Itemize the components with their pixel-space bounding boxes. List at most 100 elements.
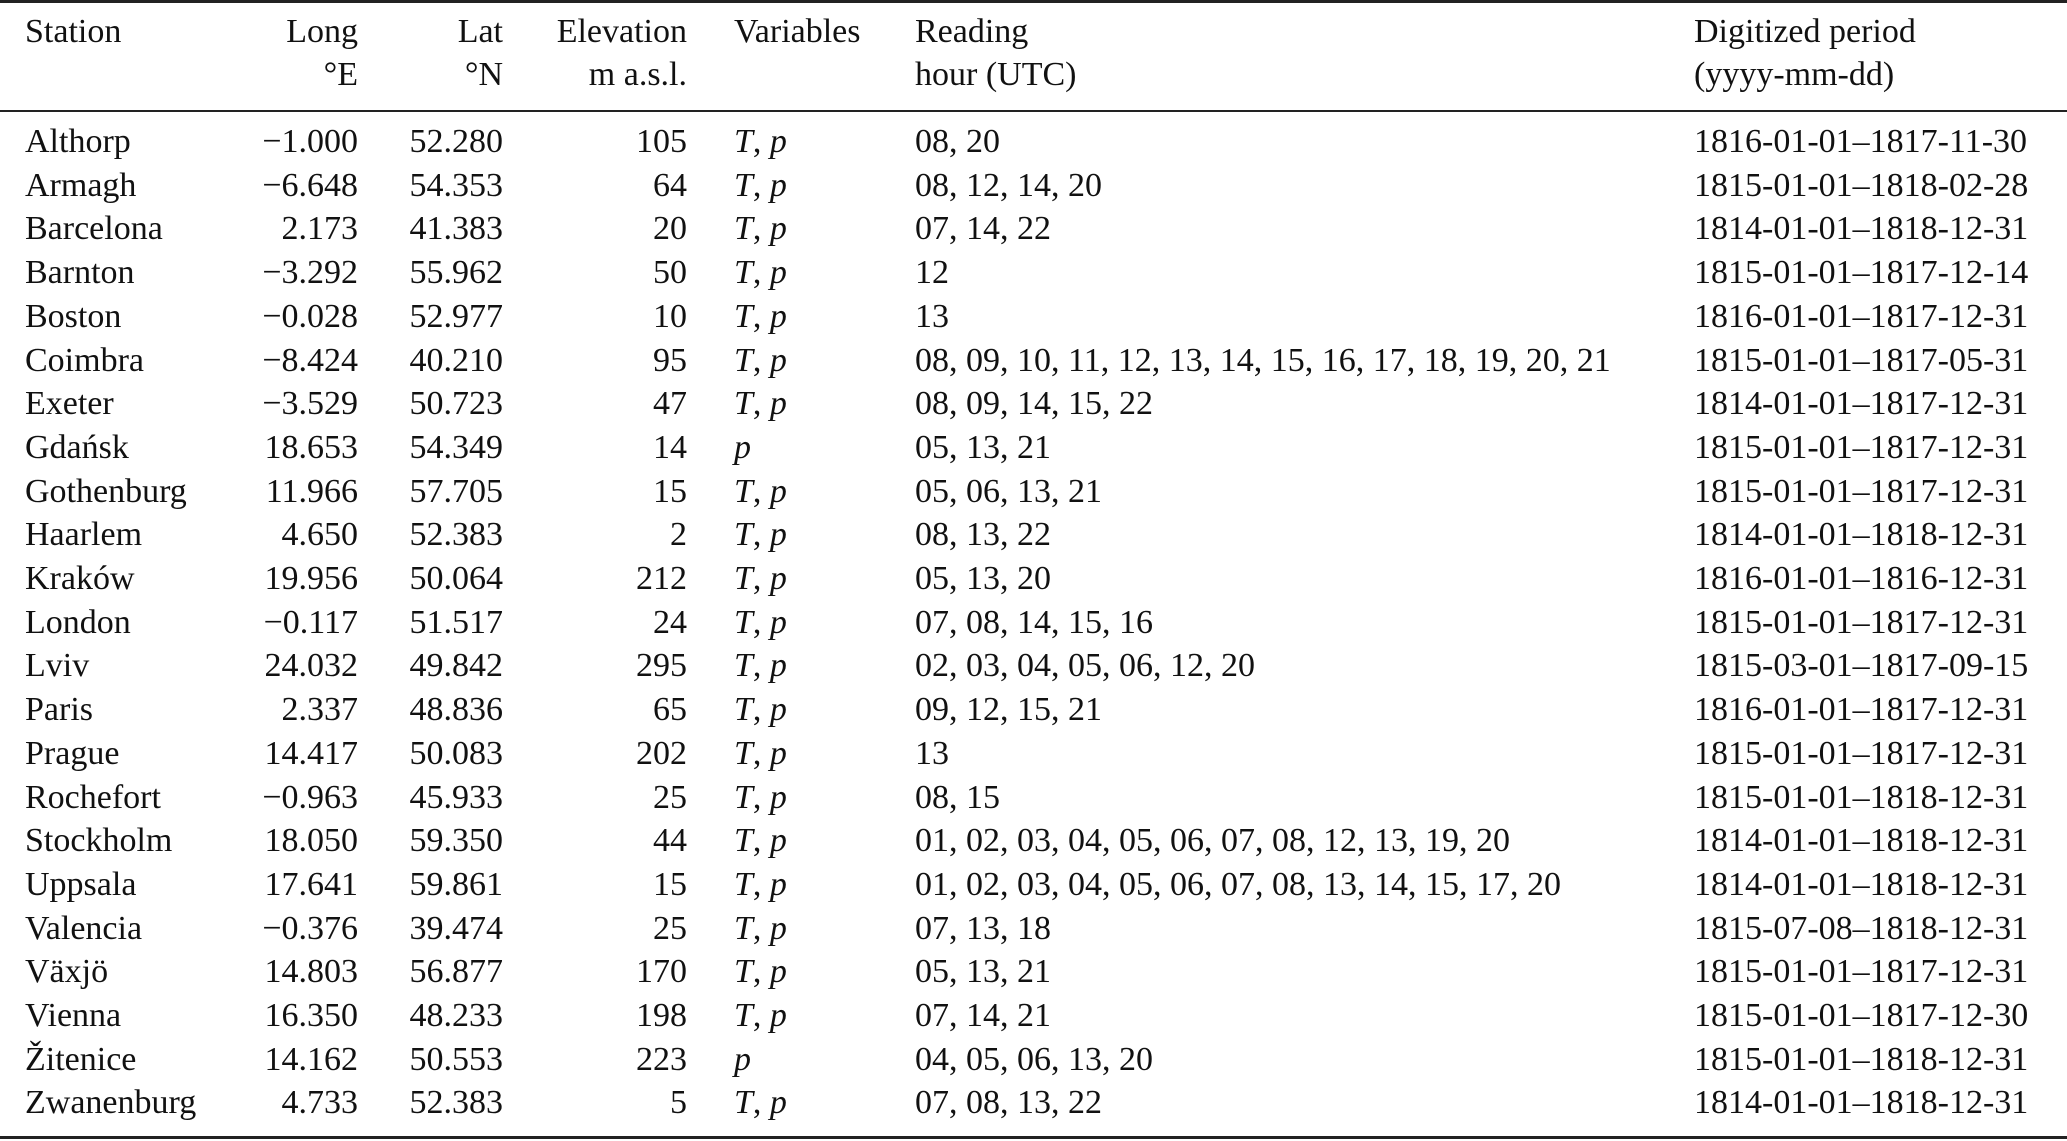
- variable-symbol: p: [769, 385, 787, 423]
- cell-period: 1815-01-01–1817-12-14: [1694, 254, 2029, 292]
- cell-reading: 05, 13, 21: [915, 953, 1051, 991]
- variable-symbol: T: [734, 341, 753, 379]
- cell-reading: 13: [915, 734, 949, 772]
- cell-station: London: [25, 603, 131, 641]
- cell-lat: 39.474: [409, 909, 504, 947]
- cell-reading: 07, 14, 21: [915, 997, 1051, 1034]
- table-row: Gdańsk 18.653 54.349 14 05, 13, 21 1815-01-01…: [0, 428, 2067, 472]
- table-row: Barcelona 2.173 41.383 20 07, 14, 22 1814-01-…: [0, 209, 2067, 253]
- cell-lat: 52.383: [409, 516, 504, 554]
- table-row: Armagh −6.648 54.353 64 08, 12, 14, 20 1815-0…: [0, 166, 2067, 210]
- cell-long: 4.650: [281, 516, 359, 554]
- cell-period: 1815-01-01–1817-12-31: [1694, 603, 2029, 641]
- cell-reading: 08, 09, 10, 11, 12, 13, 14, 15, 16, 17, …: [915, 341, 1611, 379]
- cell-long: −1.000: [262, 123, 358, 160]
- cell-long: 4.733: [281, 1084, 359, 1122]
- cell-long: −3.529: [262, 385, 358, 423]
- cell-station: Vienna: [25, 997, 122, 1034]
- variable-symbol: T: [734, 778, 753, 816]
- cell-lat: 45.933: [409, 778, 504, 816]
- cell-lat: 50.553: [409, 1040, 504, 1078]
- cell-variables: T, p: [734, 472, 787, 510]
- cell-long: 2.337: [281, 691, 359, 729]
- cell-lat: 54.353: [409, 166, 504, 204]
- cell-variables: T, p: [734, 1084, 787, 1122]
- cell-reading: 07, 13, 18: [915, 909, 1051, 947]
- cell-lat: 55.962: [409, 254, 504, 292]
- header-long: Long: [286, 13, 358, 50]
- table-row: Vienna 16.350 48.233 198 07, 14, 21 1815-01-0…: [0, 996, 2067, 1040]
- table-row: Paris 2.337 48.836 65 09, 12, 15, 21 1816-01-…: [0, 690, 2067, 734]
- variable-symbol: T: [734, 516, 753, 554]
- cell-variables: T, p: [734, 385, 787, 423]
- cell-period: 1815-01-01–1817-12-31: [1694, 734, 2029, 772]
- variable-symbol: T: [734, 734, 753, 772]
- cell-reading: 02, 03, 04, 05, 06, 12, 20: [915, 647, 1255, 685]
- variable-symbol: p: [769, 822, 787, 860]
- variable-symbol: p: [769, 516, 787, 554]
- table-row: Exeter −3.529 50.723 47 08, 09, 14, 15, 22 18…: [0, 384, 2067, 428]
- table-row: Lviv 24.032 49.842 295 02, 03, 04, 05, 06, 1…: [0, 646, 2067, 690]
- cell-reading: 05, 13, 21: [915, 428, 1051, 466]
- cell-lat: 40.210: [409, 341, 504, 379]
- header-period: Digitized period: [1694, 13, 1916, 50]
- cell-variables: p: [734, 1040, 751, 1080]
- variable-symbol: p: [769, 953, 787, 991]
- cell-reading: 09, 12, 15, 21: [915, 691, 1102, 729]
- cell-variables: p: [734, 428, 751, 468]
- table-row: Rochefort −0.963 45.933 25 08, 15 1815-01-01–…: [0, 778, 2067, 822]
- cell-lat: 51.517: [409, 603, 504, 641]
- header-period-format: (yyyy-mm-dd): [1694, 56, 1895, 93]
- variable-symbol: T: [734, 691, 753, 729]
- cell-lat: 50.083: [409, 734, 504, 772]
- cell-station: Barcelona: [25, 210, 163, 248]
- cell-station: Paris: [25, 691, 93, 729]
- cell-long: 17.641: [264, 865, 359, 903]
- variable-symbol: T: [734, 647, 753, 685]
- cell-elevation: 5: [670, 1084, 687, 1122]
- cell-elevation: 15: [653, 865, 687, 903]
- cell-elevation: 2: [670, 516, 687, 554]
- table-row: Žitenice 14.162 50.553 223 04, 05, 06, 13, 2…: [0, 1040, 2067, 1084]
- table-row: Stockholm 18.050 59.350 44 01, 02, 03, 04, 0…: [0, 821, 2067, 865]
- cell-lat: 50.723: [409, 385, 504, 423]
- cell-reading: 13: [915, 297, 949, 335]
- table-row: Prague 14.417 50.083 202 13 1815-01-01–1817-1…: [0, 734, 2067, 778]
- cell-elevation: 170: [636, 953, 687, 991]
- table-row: Kraków 19.956 50.064 212 05, 13, 20 1816-01-0…: [0, 559, 2067, 603]
- variable-symbol: T: [734, 909, 753, 947]
- cell-long: 16.350: [264, 997, 359, 1034]
- cell-station: Gdańsk: [25, 428, 129, 466]
- header-reading: Reading: [915, 13, 1029, 50]
- cell-elevation: 50: [653, 254, 687, 292]
- cell-period: 1814-01-01–1818-12-31: [1694, 1084, 2029, 1122]
- cell-station: Boston: [25, 297, 122, 335]
- cell-long: 19.956: [264, 560, 359, 597]
- table-row: Coimbra −8.424 40.210 95 08, 09, 10, 11, 12,…: [0, 341, 2067, 385]
- cell-variables: T, p: [734, 822, 787, 860]
- variable-symbol: p: [769, 297, 787, 335]
- table-row: Boston −0.028 52.977 10 13 1816-01-01–1817-12…: [0, 297, 2067, 341]
- variable-symbol: p: [734, 428, 751, 466]
- cell-period: 1814-01-01–1818-12-31: [1694, 516, 2029, 554]
- table-row: Althorp −1.000 52.280 105 08, 20 1816-01-01–1…: [0, 122, 2067, 166]
- cell-elevation: 24: [653, 603, 687, 641]
- variable-symbol: p: [769, 997, 787, 1034]
- cell-lat: 50.064: [409, 560, 504, 597]
- variable-symbol: T: [734, 1084, 753, 1122]
- cell-station: Zwanenburg: [25, 1084, 197, 1122]
- variable-symbol: T: [734, 210, 753, 248]
- cell-period: 1815-01-01–1817-12-31: [1694, 953, 2029, 991]
- cell-variables: T, p: [734, 210, 787, 248]
- cell-period: 1814-01-01–1817-12-31: [1694, 385, 2029, 423]
- cell-lat: 52.280: [409, 123, 504, 160]
- variable-symbol: p: [734, 1040, 751, 1078]
- cell-long: 18.653: [264, 428, 359, 466]
- cell-elevation: 295: [636, 647, 687, 685]
- cell-reading: 05, 06, 13, 21: [915, 472, 1102, 510]
- cell-long: −6.648: [262, 166, 358, 204]
- cell-long: 2.173: [281, 210, 359, 248]
- cell-period: 1814-01-01–1818-12-31: [1694, 822, 2029, 860]
- variable-symbol: p: [769, 778, 787, 816]
- header-reading-unit: hour (UTC): [915, 56, 1077, 93]
